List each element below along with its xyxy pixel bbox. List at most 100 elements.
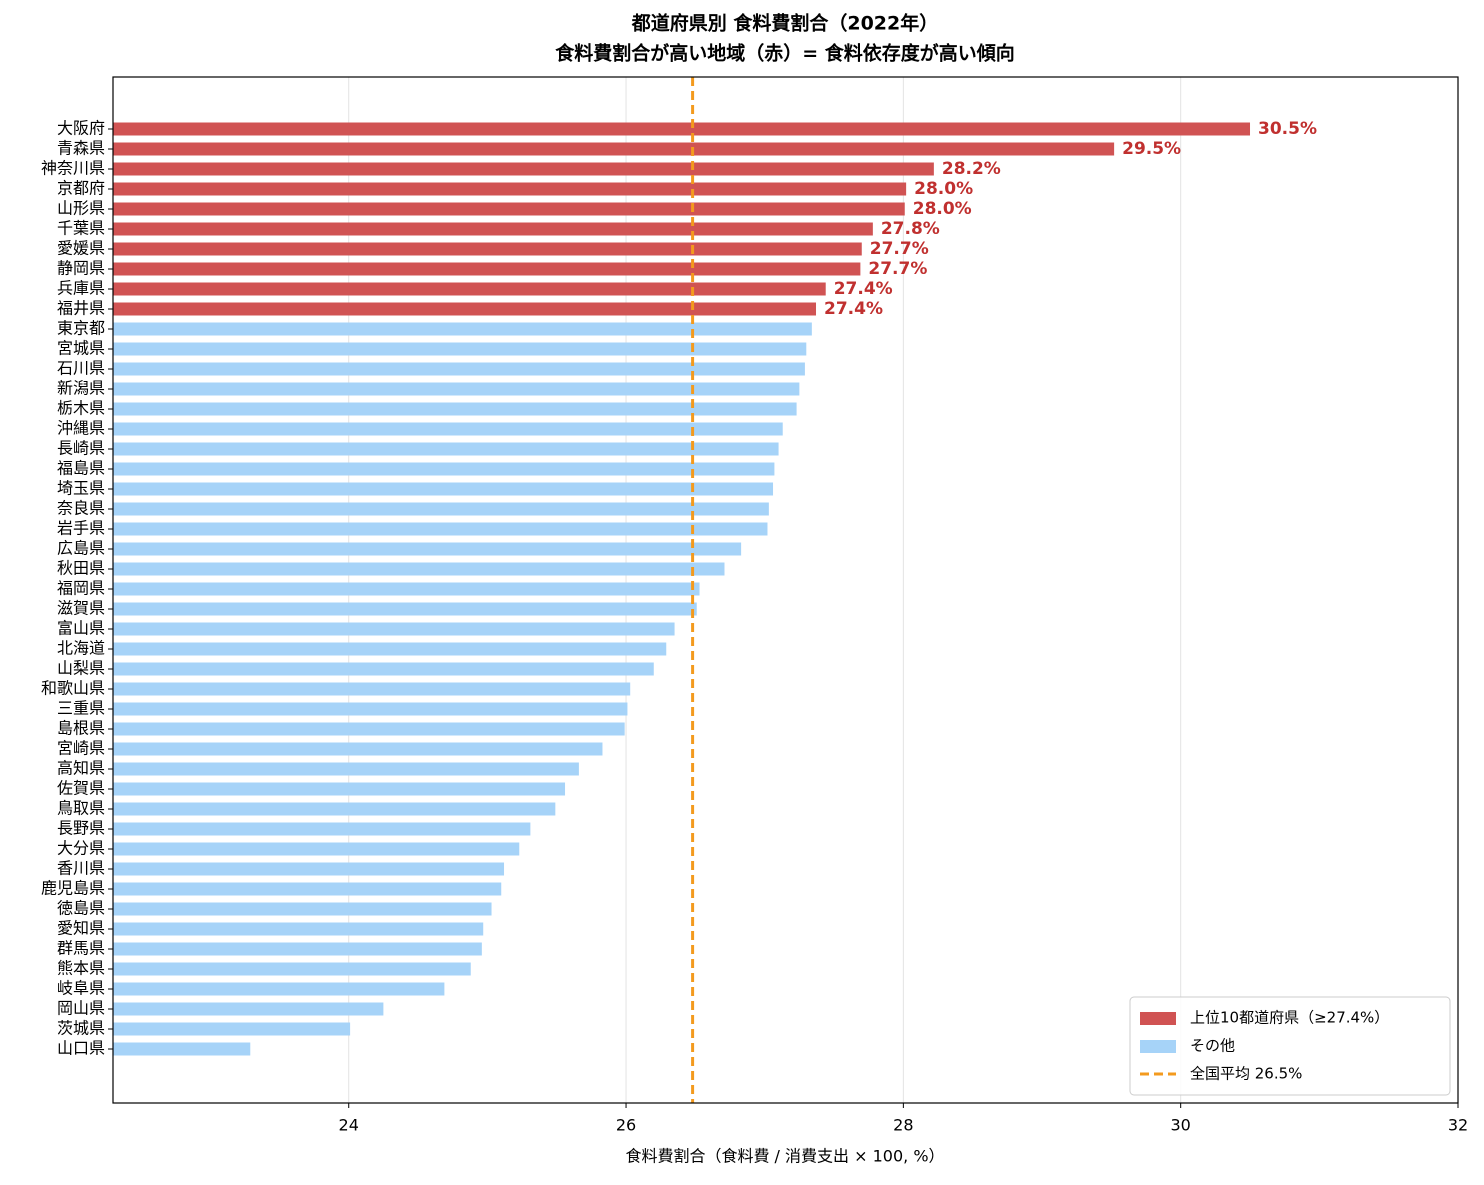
bar xyxy=(113,822,531,836)
plot-frame xyxy=(112,76,1459,1104)
bar xyxy=(113,782,566,796)
bar xyxy=(113,882,502,896)
y-tick-label: 徳島県 xyxy=(57,899,105,918)
value-label: 28.2% xyxy=(942,159,1001,179)
bar xyxy=(113,122,1251,136)
y-tick-label: 大阪府 xyxy=(57,119,105,138)
y-tick-label: 岩手県 xyxy=(57,519,105,538)
bar xyxy=(113,302,817,316)
y-tick-label: 京都府 xyxy=(57,179,105,198)
y-tick-label: 静岡県 xyxy=(57,259,105,278)
legend-label: 全国平均 26.5% xyxy=(1190,1065,1302,1083)
y-tick-label: 佐賀県 xyxy=(57,779,105,798)
value-label: 27.8% xyxy=(881,219,940,239)
bar xyxy=(113,202,905,216)
chart-title: 都道府県別 食料費割合（2022年） xyxy=(631,12,939,35)
y-tick-label: 北海道 xyxy=(57,639,105,658)
bar xyxy=(113,1002,384,1016)
y-tick-label: 東京都 xyxy=(57,319,105,338)
y-tick-label: 埼玉県 xyxy=(57,479,105,498)
y-tick-label: 鳥取県 xyxy=(57,799,105,818)
y-tick-label: 宮城県 xyxy=(57,339,105,358)
legend-swatch xyxy=(1140,1040,1176,1053)
y-tick-label: 三重県 xyxy=(57,699,105,718)
legend-label: 上位10都道府県（≥27.4%） xyxy=(1190,1009,1389,1027)
bar xyxy=(113,582,700,596)
x-tick-label: 26 xyxy=(616,1116,636,1135)
y-tick-label: 広島県 xyxy=(57,539,105,558)
value-label: 27.4% xyxy=(834,279,893,299)
y-tick-label: 大分県 xyxy=(57,839,105,858)
value-label: 27.4% xyxy=(824,299,883,319)
value-label: 27.7% xyxy=(868,259,927,279)
x-axis-label: 食料費割合（食料費 / 消費支出 × 100, %） xyxy=(625,1147,944,1166)
x-tick-label: 30 xyxy=(1171,1116,1191,1135)
bar xyxy=(113,502,769,516)
y-tick-label: 神奈川県 xyxy=(41,159,105,178)
y-tick-label: 青森県 xyxy=(57,139,105,158)
bar xyxy=(113,182,907,196)
value-label: 28.0% xyxy=(913,199,972,219)
y-tick-label: 群馬県 xyxy=(57,939,105,958)
bar xyxy=(113,902,492,916)
y-tick-label: 福島県 xyxy=(57,459,105,478)
y-tick-label: 山形県 xyxy=(57,199,105,218)
bar xyxy=(113,802,556,816)
bar xyxy=(113,242,862,256)
bar xyxy=(113,622,675,636)
bar xyxy=(113,962,471,976)
x-tick-label: 24 xyxy=(339,1116,359,1135)
bar xyxy=(113,862,505,876)
value-label: 28.0% xyxy=(914,179,973,199)
bar xyxy=(113,162,934,176)
y-tick-label: 石川県 xyxy=(57,359,105,378)
y-tick-label: 奈良県 xyxy=(57,499,105,518)
bar xyxy=(113,462,775,476)
bar xyxy=(113,1022,351,1036)
y-tick-label: 宮崎県 xyxy=(57,739,105,758)
y-tick-label: 鹿児島県 xyxy=(41,879,105,898)
bar xyxy=(113,262,861,276)
y-tick-label: 茨城県 xyxy=(57,1019,105,1038)
bar xyxy=(113,842,520,856)
bar xyxy=(113,482,774,496)
bar xyxy=(113,1042,251,1056)
legend-box xyxy=(1129,996,1451,1096)
y-tick-label: 秋田県 xyxy=(57,559,105,578)
bar xyxy=(113,282,826,296)
bar xyxy=(113,742,603,756)
y-tick-label: 山梨県 xyxy=(57,659,105,678)
x-tick-label: 32 xyxy=(1448,1116,1468,1135)
y-tick-label: 熊本県 xyxy=(57,959,105,978)
y-tick-label: 島根県 xyxy=(57,719,105,738)
y-tick-label: 福井県 xyxy=(57,299,105,318)
bar xyxy=(113,142,1115,156)
bar xyxy=(113,342,807,356)
legend-label: その他 xyxy=(1190,1037,1235,1055)
bar xyxy=(113,382,800,396)
y-tick-label: 岐阜県 xyxy=(57,979,105,998)
bar xyxy=(113,422,783,436)
bar xyxy=(113,402,797,416)
bar xyxy=(113,942,482,956)
legend-swatch xyxy=(1140,1012,1176,1025)
y-tick-label: 滋賀県 xyxy=(57,599,105,618)
bar xyxy=(113,322,812,336)
y-tick-label: 岡山県 xyxy=(57,999,105,1018)
bar xyxy=(113,762,579,776)
bar xyxy=(113,682,631,696)
bar xyxy=(113,222,873,236)
value-label: 30.5% xyxy=(1258,119,1317,139)
bar xyxy=(113,362,805,376)
value-label: 27.7% xyxy=(870,239,929,259)
y-tick-label: 高知県 xyxy=(57,759,105,778)
y-tick-label: 富山県 xyxy=(57,619,105,638)
bar xyxy=(113,982,445,996)
bar xyxy=(113,722,625,736)
y-tick-label: 新潟県 xyxy=(57,379,105,398)
bar xyxy=(113,642,667,656)
chart-subtitle: 食料費割合が高い地域（赤）= 食料依存度が高い傾向 xyxy=(555,42,1015,65)
y-tick-label: 栃木県 xyxy=(57,399,105,418)
value-label: 29.5% xyxy=(1122,139,1181,159)
